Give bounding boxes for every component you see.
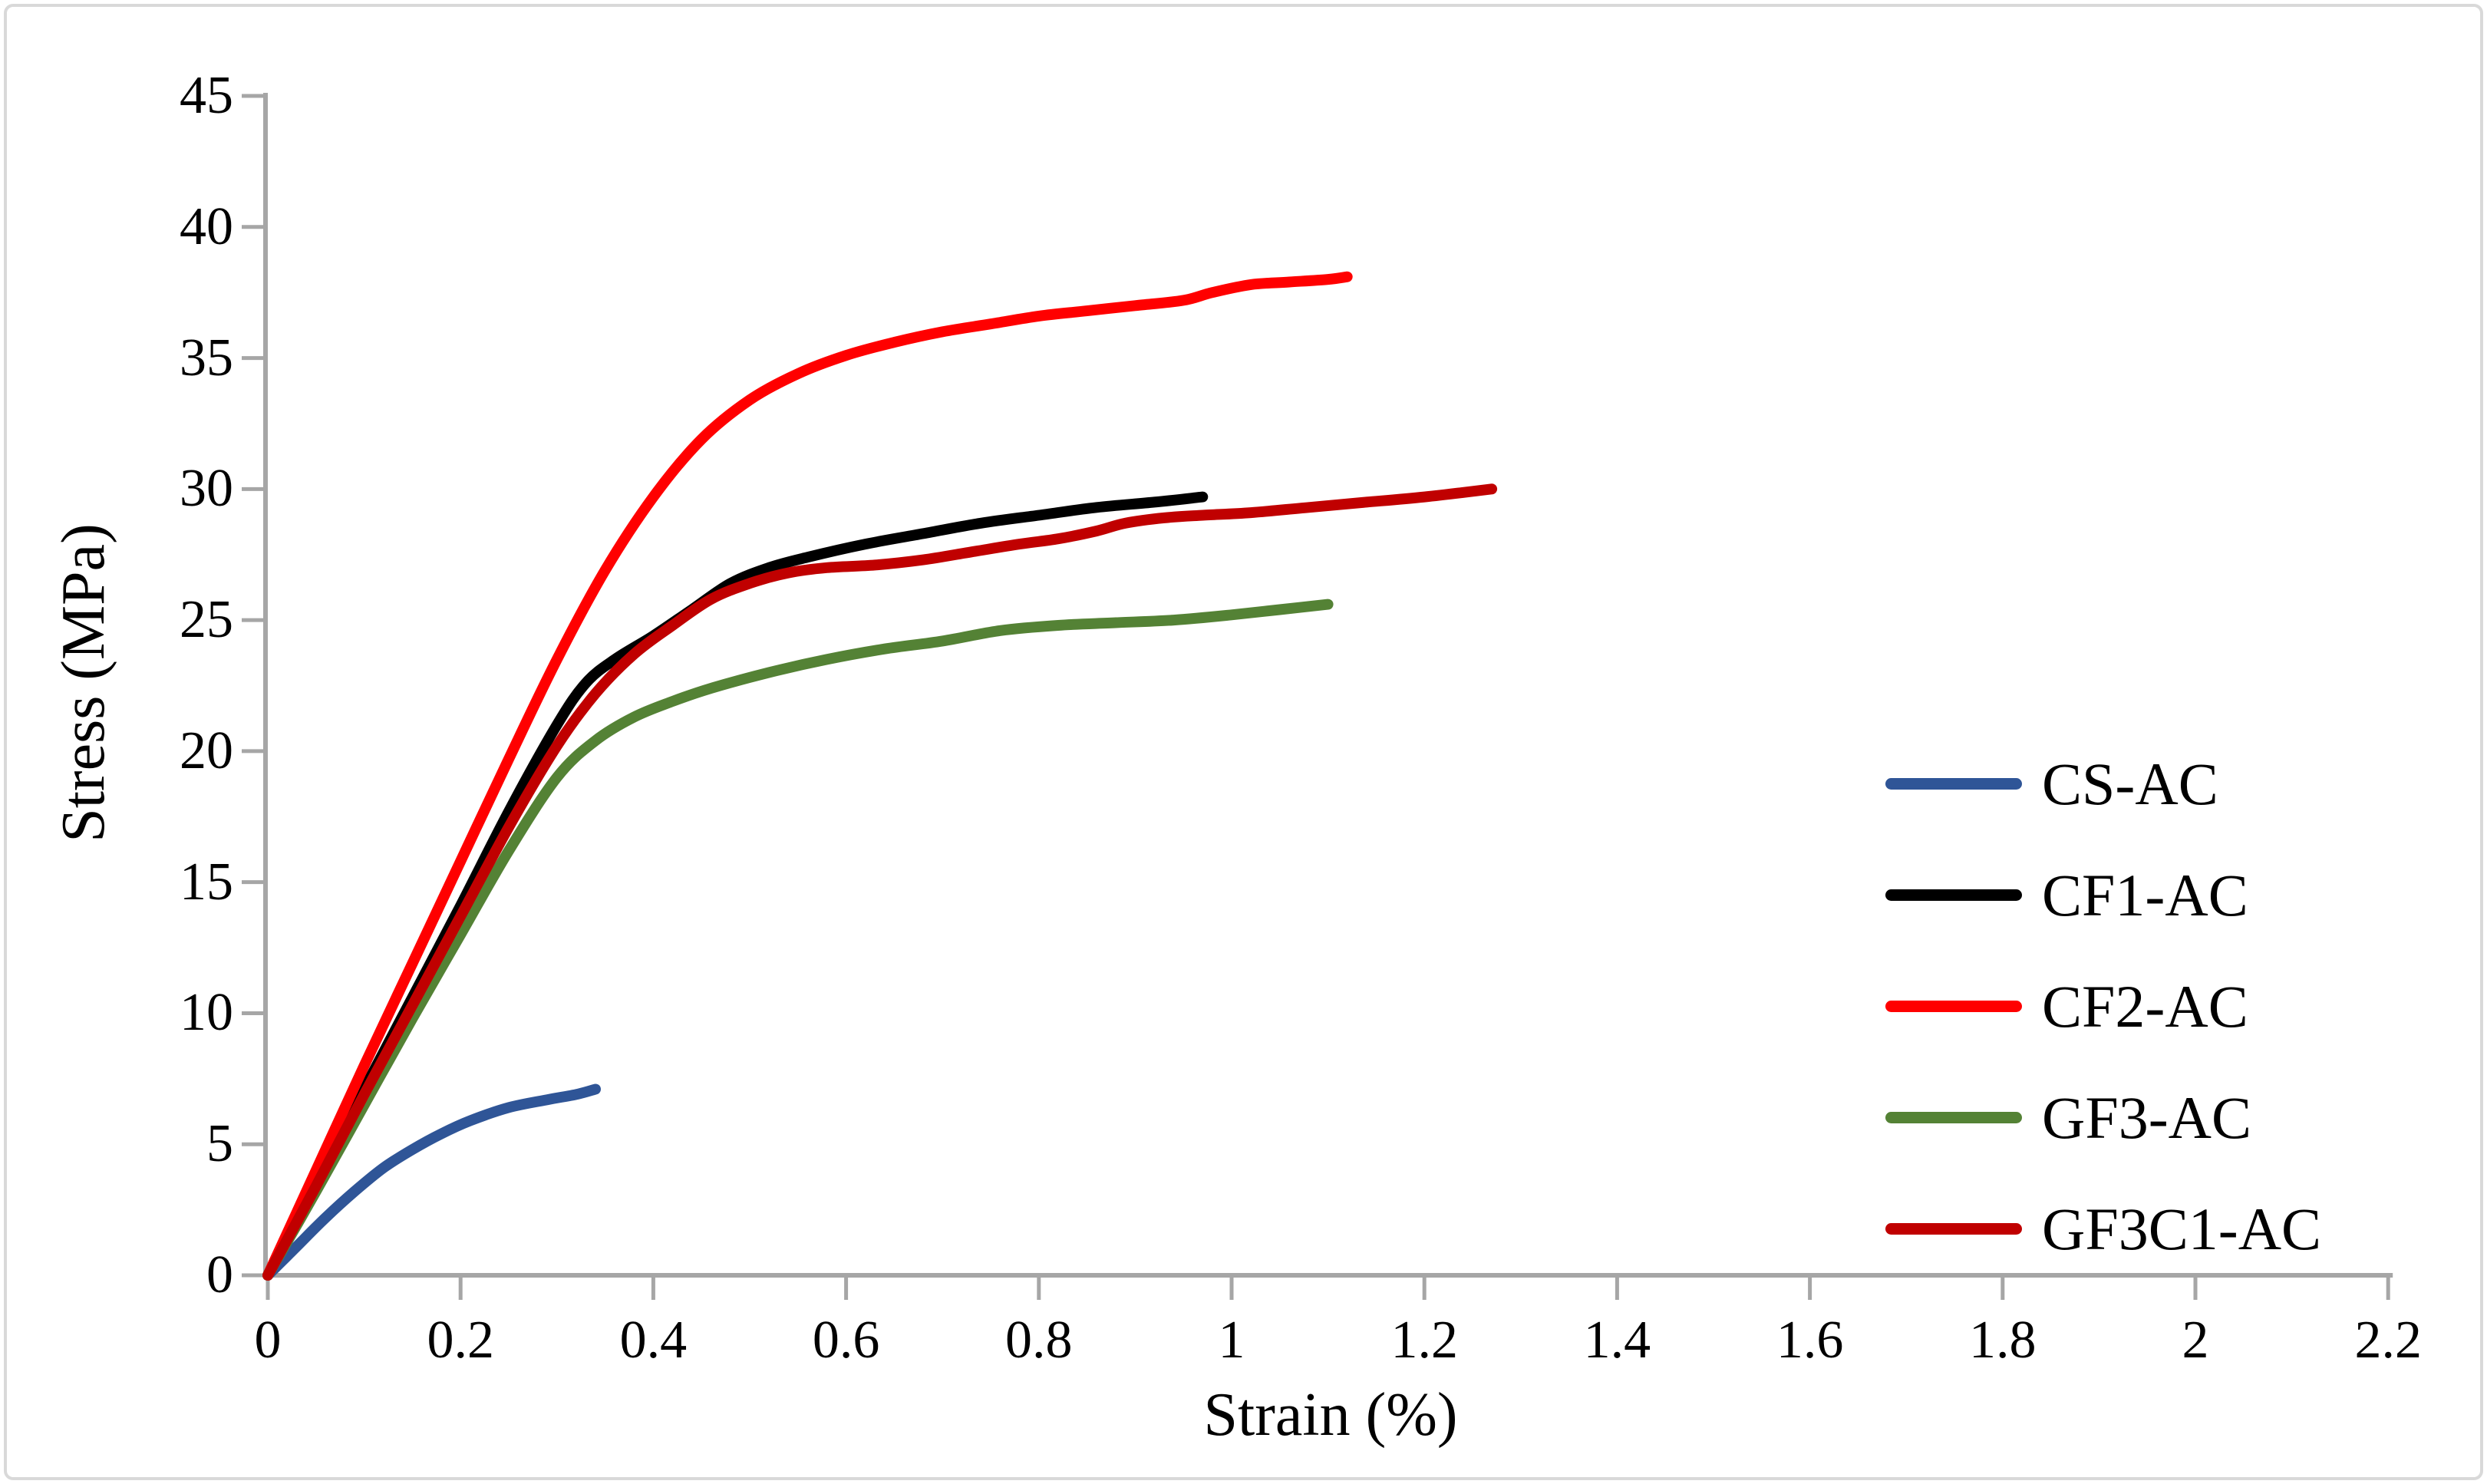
legend-line-swatch [1885,1112,2022,1123]
series-line-gf3c1-ac [262,483,1498,1281]
y-tick-label: 25 [180,590,233,650]
x-tick-label: 2.2 [2354,1311,2422,1370]
series-line-cf2-ac [262,271,1353,1281]
y-tick-label: 35 [180,328,233,387]
x-tick-label: 1 [1218,1311,1245,1370]
y-axis-title: Stress (MPa) [50,523,117,843]
y-tick-label: 45 [180,66,233,126]
legend-item-gf3c1-ac: GF3C1-AC [1885,1173,2321,1284]
plot-area [242,93,2393,1300]
x-tick-label: 1.2 [1390,1311,1458,1370]
legend-line-swatch [1885,1223,2022,1235]
y-tick-label: 30 [180,459,233,519]
y-tick-label: 40 [180,196,233,256]
y-tick-label: 10 [180,983,233,1043]
x-tick-label: 1.8 [1969,1311,2037,1370]
legend-label: CF2-AC [2042,972,2248,1040]
legend-item-cf2-ac: CF2-AC [1885,951,2321,1062]
x-tick-label: 2 [2182,1311,2209,1370]
x-axis-title: Strain (%) [1203,1381,1458,1449]
legend-line-swatch [1885,889,2022,901]
legend-label: CF1-AC [2042,861,2248,928]
series-line-cs-ac [262,1083,601,1281]
legend-label: CS-AC [2042,750,2218,817]
x-tick-label: 0.4 [619,1311,688,1370]
x-tick-label: 1.4 [1583,1311,1651,1370]
legend-item-gf3-ac: GF3-AC [1885,1062,2321,1173]
x-tick-label: 0 [254,1311,282,1370]
series-line-cf1-ac [262,491,1209,1281]
x-tick-label: 1.6 [1776,1311,1844,1370]
legend-label: GF3-AC [2042,1083,2252,1151]
x-tick-label: 0.8 [1005,1311,1073,1370]
y-tick-label: 15 [180,852,233,912]
legend-line-swatch [1885,778,2022,790]
x-tick-label: 0.2 [427,1311,494,1370]
legend-line-swatch [1885,1001,2022,1012]
x-tick-label: 0.6 [812,1311,880,1370]
y-tick-label: 5 [206,1114,233,1174]
figure-canvas: 0 0.2 0.4 0.6 0.8 1 1.2 1.4 1.6 1.8 2 2.2 0 5 10 15 20 25… [4,4,2483,1480]
y-tick-label: 20 [180,721,233,780]
y-tick-label: 0 [206,1245,233,1304]
legend-item-cf1-ac: CF1-AC [1885,839,2321,951]
legend-item-cs-ac: CS-AC [1885,728,2321,839]
legend: CS-AC CF1-AC CF2-AC GF3-AC GF3C1-AC [1885,728,2321,1284]
series-line-gf3-ac [262,599,1334,1281]
legend-label: GF3C1-AC [2042,1195,2322,1262]
